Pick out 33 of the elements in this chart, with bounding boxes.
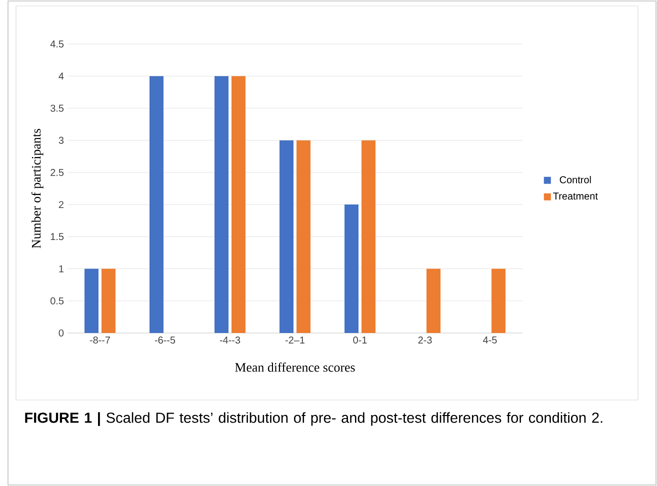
- bar: [150, 76, 164, 333]
- legend-label: Control: [560, 176, 591, 184]
- bar: [492, 268, 506, 333]
- y-tick-label: 3.5: [50, 104, 64, 112]
- legend-label: Treatment: [553, 192, 598, 200]
- x-tick-label: -2–1: [285, 336, 304, 344]
- y-tick-label: 0: [58, 329, 64, 337]
- x-tick-label: 2-3: [418, 336, 432, 344]
- y-tick-label: 1: [59, 265, 64, 272]
- x-tick-label: -8--7: [90, 336, 110, 344]
- x-tick-label: 4-5: [483, 336, 497, 344]
- bar: [102, 268, 116, 333]
- y-tick-label: 2.5: [50, 168, 64, 176]
- bar: [362, 140, 376, 333]
- y-tick-label: 2: [58, 201, 64, 208]
- x-tick-label: -4--3: [220, 336, 240, 344]
- y-tick-label: 0.5: [50, 297, 64, 304]
- bar: [232, 76, 246, 333]
- x-axis-title: Mean difference scores: [235, 362, 355, 372]
- bar: [280, 140, 294, 333]
- bar: [84, 268, 98, 333]
- x-tick-label: 0-1: [353, 336, 367, 344]
- y-tick-label: 3: [58, 136, 64, 144]
- bar: [214, 76, 228, 333]
- bar: [344, 204, 359, 333]
- y-tick-label: 4: [58, 72, 64, 80]
- text: FIGURE 1 | Scaled DF tests’ distribution of pre- and post-test differences for condition 2.: [25, 412, 602, 426]
- y-axis-title: Number of participants: [31, 128, 44, 248]
- bar: [296, 140, 311, 333]
- y-tick-label: 1.5: [50, 233, 64, 240]
- x-tick-label: -6--5: [154, 336, 176, 344]
- bar: [426, 268, 441, 333]
- y-tick-label: 4.5: [50, 40, 64, 48]
